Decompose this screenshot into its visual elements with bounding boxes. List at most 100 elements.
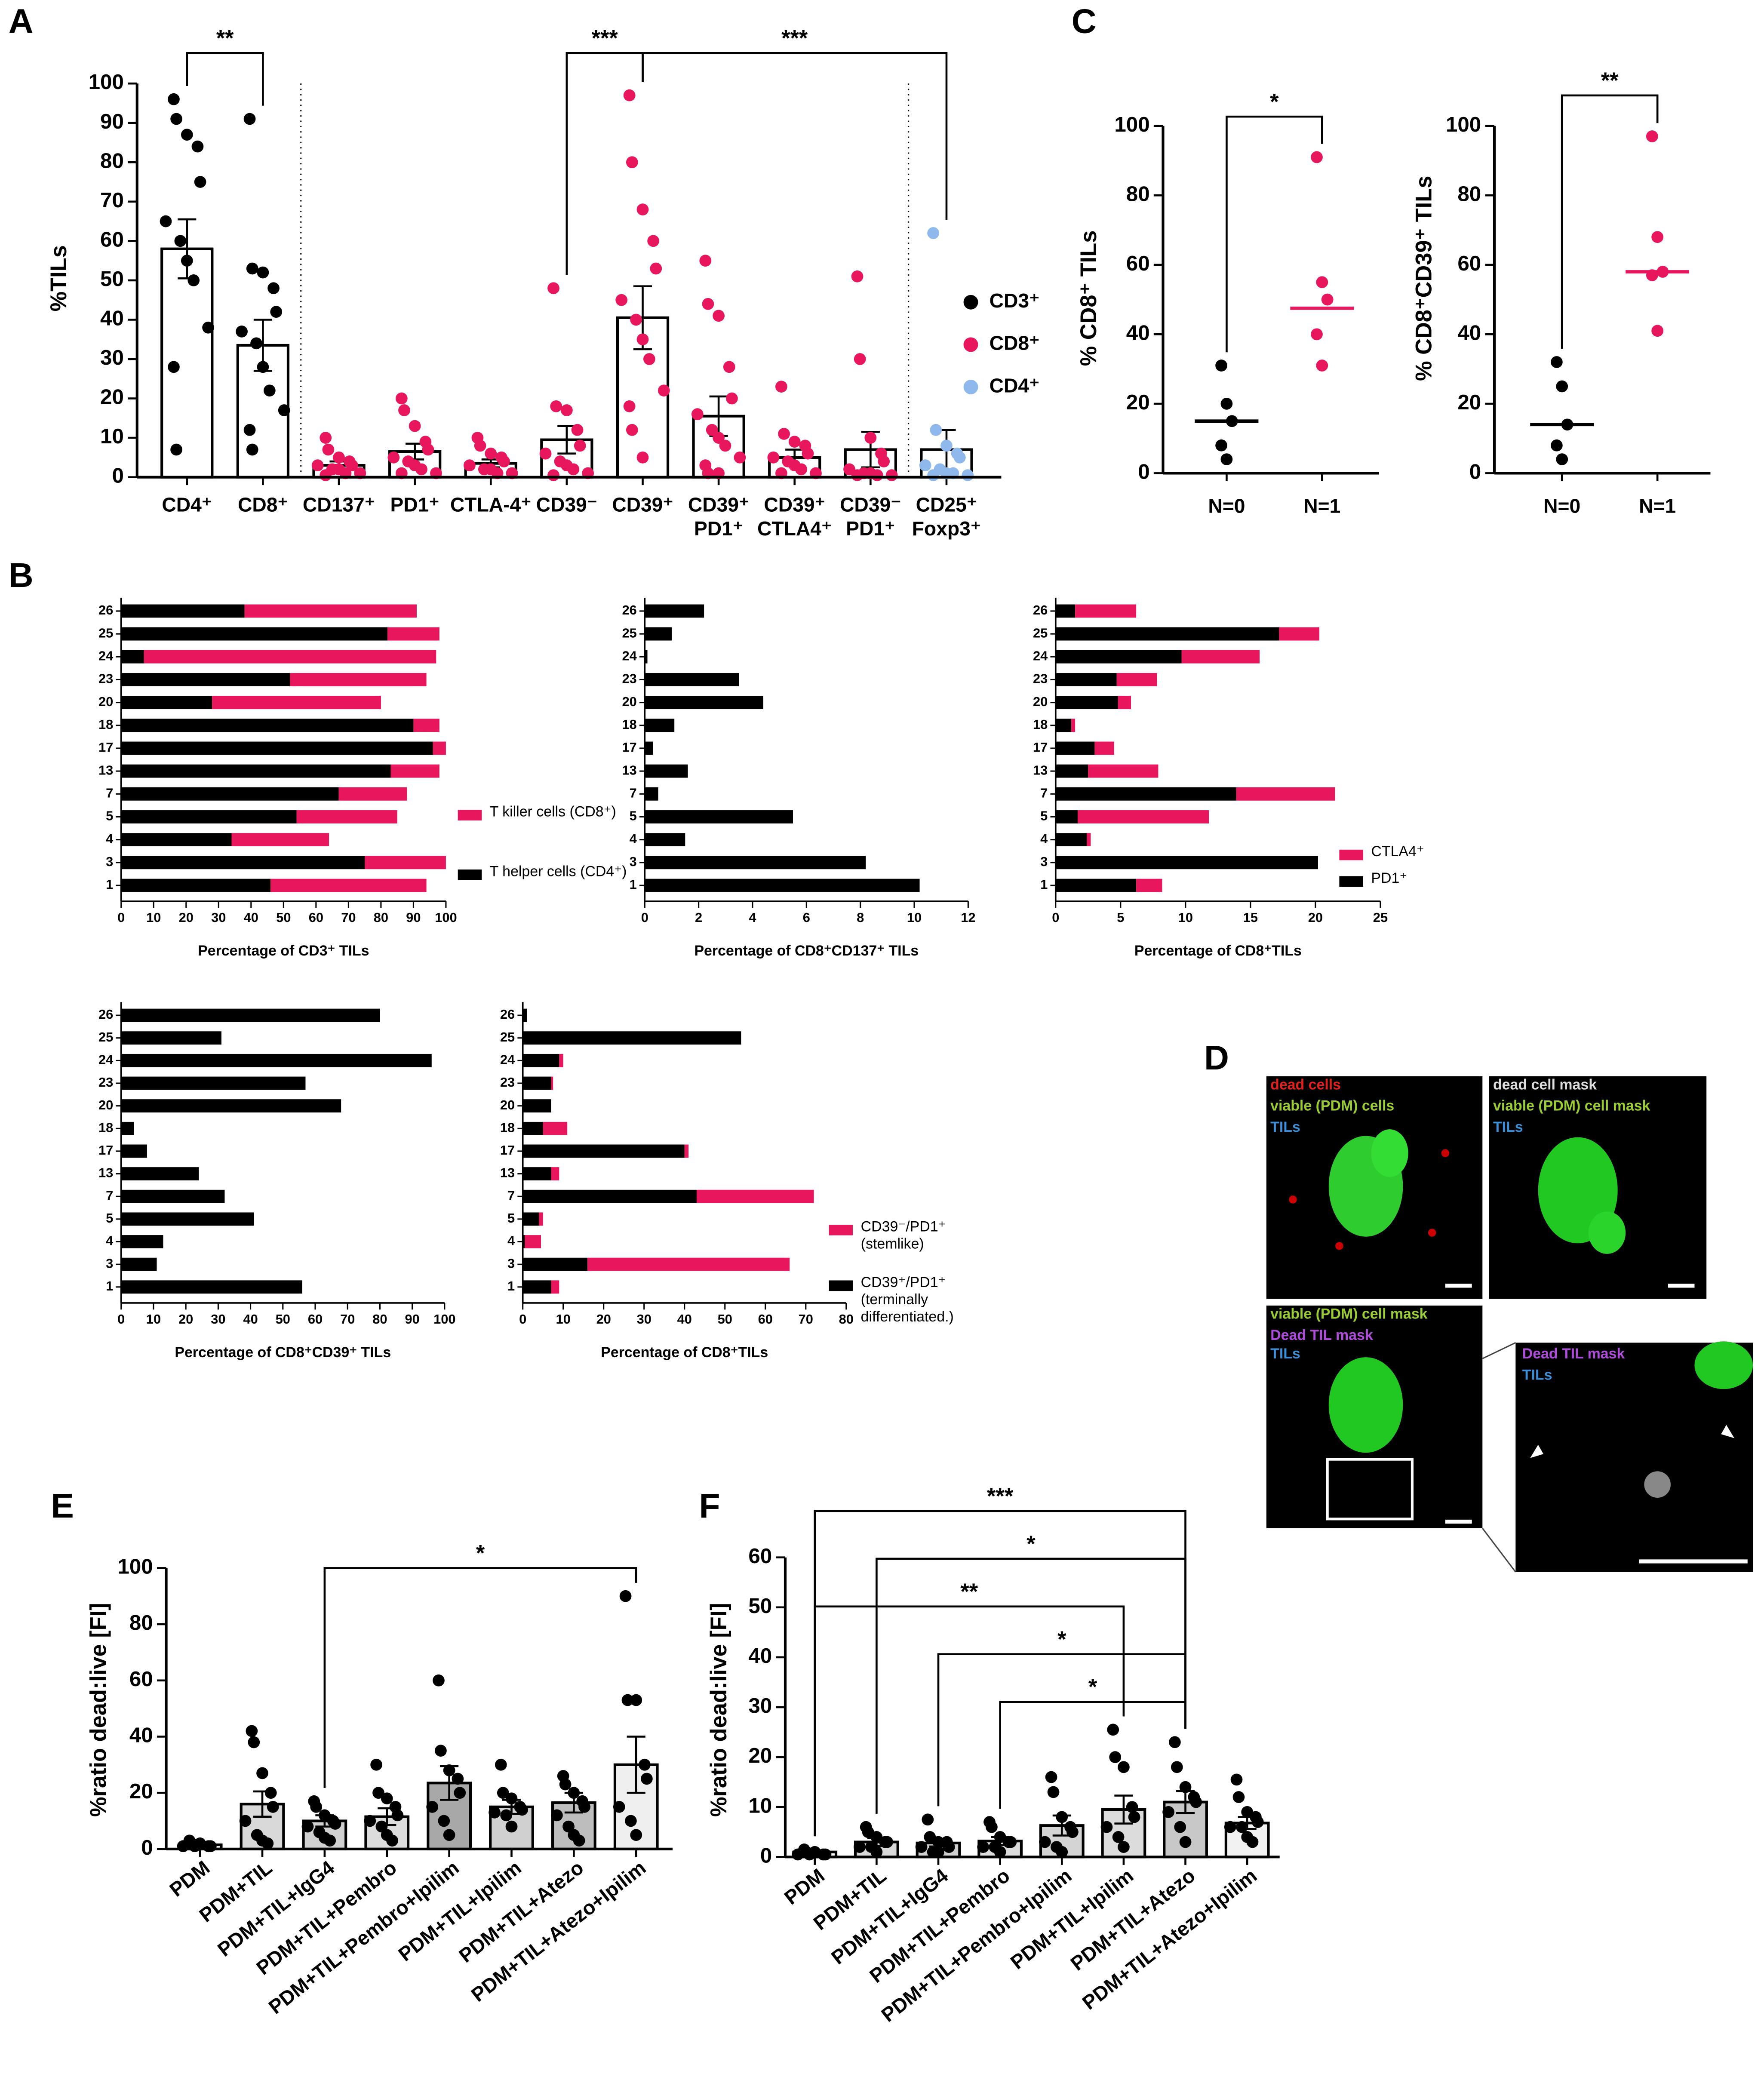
- data-point: [320, 432, 332, 444]
- x-tick-label: 70: [341, 910, 356, 925]
- x-tick-label: 90: [406, 910, 421, 925]
- x-tick-label: 70: [799, 1312, 813, 1327]
- bar: [645, 696, 764, 710]
- y-tick-label: 26: [1033, 602, 1048, 618]
- data-point: [1556, 380, 1568, 393]
- image-label: viable (PDM) cells: [1270, 1098, 1394, 1114]
- dot: [1441, 1149, 1450, 1157]
- data-point: [643, 353, 655, 365]
- zoom-box: [1326, 1458, 1414, 1521]
- data-point: [1171, 1761, 1183, 1773]
- x-tick-label: 40: [677, 1312, 692, 1327]
- significance-label: ***: [781, 26, 808, 51]
- bar: [121, 1144, 147, 1158]
- data-point: [619, 1590, 632, 1602]
- x-axis-title: Percentage of CD8⁺TILs: [601, 1344, 768, 1361]
- x-tick-label: CD137⁺: [303, 494, 375, 516]
- x-tick-label: CD39⁻: [536, 494, 598, 516]
- data-point: [1311, 328, 1323, 341]
- bar: [525, 1235, 541, 1248]
- bar: [144, 650, 436, 664]
- data-point: [615, 294, 628, 306]
- y-tick-label: 50: [100, 267, 124, 291]
- data-point: [1232, 1791, 1245, 1803]
- panel-label: C: [1072, 2, 1097, 40]
- y-tick-label: 23: [1033, 671, 1048, 686]
- bar: [1055, 833, 1087, 847]
- bar: [1236, 787, 1335, 801]
- x-tick-label: 20: [179, 910, 194, 925]
- y-tick-label: 24: [1033, 648, 1048, 663]
- image-label: dead cell mask: [1493, 1076, 1597, 1093]
- data-point: [626, 156, 638, 169]
- x-axis-title: Percentage of CD3⁺ TILs: [198, 943, 369, 959]
- data-point: [574, 439, 586, 452]
- data-point: [485, 447, 497, 460]
- data-point: [409, 420, 421, 432]
- data-point: [438, 1815, 450, 1827]
- data-point: [994, 1846, 1006, 1858]
- data-point: [560, 404, 573, 416]
- data-point: [854, 353, 866, 365]
- image-label: TILs: [1270, 1346, 1300, 1362]
- x-tick-label: PD1⁺: [846, 517, 895, 540]
- bar: [121, 810, 297, 823]
- panel-label: A: [9, 2, 34, 40]
- data-point: [691, 408, 704, 421]
- data-point: [497, 1787, 509, 1799]
- bar: [121, 1031, 221, 1045]
- x-tick-label: 80: [839, 1312, 854, 1327]
- data-point: [943, 1841, 955, 1853]
- x-tick-label: 60: [758, 1312, 773, 1327]
- legend-label-box: T killer cells (CD8⁺): [490, 805, 616, 820]
- data-point: [551, 1809, 563, 1822]
- data-point: [623, 89, 636, 101]
- data-point: [713, 310, 725, 322]
- y-tick-label: 26: [500, 1007, 515, 1022]
- x-tick-label: 10: [556, 1312, 571, 1327]
- legend-label: CD39⁻/PD1⁺ (stemlike): [860, 1219, 946, 1253]
- bar: [121, 627, 387, 641]
- y-tick-label: 0: [1138, 460, 1149, 483]
- bar: [121, 879, 271, 892]
- bar: [645, 856, 866, 870]
- data-point: [168, 93, 180, 105]
- bar: [645, 650, 648, 664]
- y-tick-label: 5: [1040, 808, 1048, 823]
- data-point: [168, 361, 180, 373]
- bar: [522, 1099, 551, 1113]
- significance-label: *: [1270, 89, 1279, 114]
- y-tick-label: 1: [106, 1278, 113, 1294]
- y-tick-label: 80: [1126, 182, 1150, 206]
- data-point: [802, 447, 814, 460]
- data-point: [194, 176, 206, 188]
- x-tick-label: 50: [276, 1312, 290, 1327]
- y-tick-label: 4: [630, 831, 637, 846]
- x-tick-label: CD8⁺: [238, 494, 288, 516]
- bar: [551, 1167, 559, 1180]
- data-point: [630, 1829, 642, 1841]
- data-point: [571, 424, 584, 436]
- x-tick-label: CD39⁺: [688, 494, 750, 516]
- data-point: [170, 113, 182, 125]
- data-point: [1651, 325, 1664, 337]
- data-point: [626, 424, 638, 436]
- x-tick-label: 60: [308, 1312, 323, 1327]
- data-point: [267, 1800, 279, 1813]
- bar: [1055, 810, 1078, 823]
- data-point: [1316, 359, 1328, 372]
- data-point: [1039, 1836, 1051, 1848]
- x-tick-label: 100: [433, 1312, 455, 1327]
- data-point: [819, 1848, 832, 1861]
- data-point: [636, 451, 649, 464]
- data-point: [246, 1725, 258, 1737]
- significance-label: ***: [987, 1484, 1014, 1509]
- x-tick-label: CD39⁺: [764, 494, 825, 516]
- y-tick-label: 1: [630, 877, 637, 892]
- data-point: [415, 463, 427, 476]
- data-point: [246, 262, 258, 275]
- y-tick-label: 13: [1033, 762, 1048, 777]
- y-tick-label: 13: [98, 1165, 113, 1180]
- data-point: [767, 451, 780, 464]
